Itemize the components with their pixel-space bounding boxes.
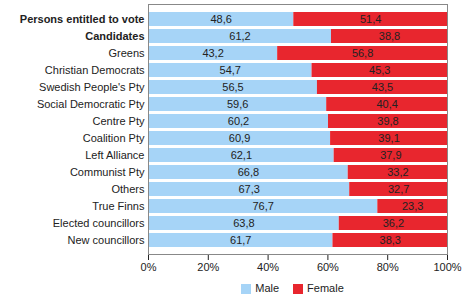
svg-text:0%: 0%	[141, 261, 157, 273]
svg-text:48,6: 48,6	[210, 13, 231, 25]
svg-text:40,4: 40,4	[376, 98, 397, 110]
svg-text:45,3: 45,3	[369, 64, 390, 76]
svg-text:56,8: 56,8	[352, 47, 373, 59]
svg-text:54,7: 54,7	[220, 64, 241, 76]
svg-text:61,7: 61,7	[230, 234, 251, 246]
svg-text:Centre Pty: Centre Pty	[93, 115, 145, 127]
svg-text:66,8: 66,8	[238, 166, 259, 178]
svg-text:Elected councillors: Elected councillors	[53, 217, 145, 229]
svg-text:Christian Democrats: Christian Democrats	[45, 64, 145, 76]
svg-text:38,8: 38,8	[379, 30, 400, 42]
svg-text:100%: 100%	[433, 261, 461, 273]
svg-text:67,3: 67,3	[238, 183, 259, 195]
svg-text:36,2: 36,2	[383, 217, 404, 229]
svg-text:23,3: 23,3	[402, 200, 423, 212]
html-text:Female: Female	[307, 282, 344, 294]
svg-text:32,7: 32,7	[388, 183, 409, 195]
svg-text:60,9: 60,9	[229, 132, 250, 144]
svg-text:Persons entitled to vote: Persons entitled to vote	[20, 13, 145, 25]
svg-text:40%: 40%	[257, 261, 279, 273]
svg-text:37,9: 37,9	[380, 149, 401, 161]
svg-text:39,8: 39,8	[377, 115, 398, 127]
svg-text:56,5: 56,5	[222, 81, 243, 93]
svg-text:62,1: 62,1	[231, 149, 252, 161]
svg-text:Social Democratic Pty: Social Democratic Pty	[37, 98, 145, 110]
svg-text:76,7: 76,7	[252, 200, 273, 212]
svg-text:Others: Others	[111, 183, 145, 195]
svg-text:Communist Pty: Communist Pty	[70, 166, 145, 178]
svg-text:Greens: Greens	[108, 47, 145, 59]
svg-text:39,1: 39,1	[378, 132, 399, 144]
svg-text:63,8: 63,8	[233, 217, 254, 229]
svg-text:60%: 60%	[317, 261, 339, 273]
svg-text:Candidates: Candidates	[85, 30, 144, 42]
svg-text:51,4: 51,4	[360, 13, 381, 25]
svg-text:43,5: 43,5	[372, 81, 393, 93]
svg-text:61,2: 61,2	[229, 30, 250, 42]
svg-text:43,2: 43,2	[202, 47, 223, 59]
svg-text:Left Alliance: Left Alliance	[85, 149, 144, 161]
html-text:Male: Male	[255, 282, 280, 294]
svg-text:Coalition Pty: Coalition Pty	[83, 132, 145, 144]
svg-text:Swedish People's Pty: Swedish People's Pty	[39, 81, 145, 93]
svg-text:59,6: 59,6	[227, 98, 248, 110]
svg-text:New councillors: New councillors	[67, 234, 145, 246]
svg-text:20%: 20%	[197, 261, 219, 273]
svg-text:60,2: 60,2	[228, 115, 249, 127]
svg-text:True Finns: True Finns	[92, 200, 145, 212]
svg-text:38,3: 38,3	[380, 234, 401, 246]
svg-text:80%: 80%	[377, 261, 399, 273]
svg-text:33,2: 33,2	[387, 166, 408, 178]
